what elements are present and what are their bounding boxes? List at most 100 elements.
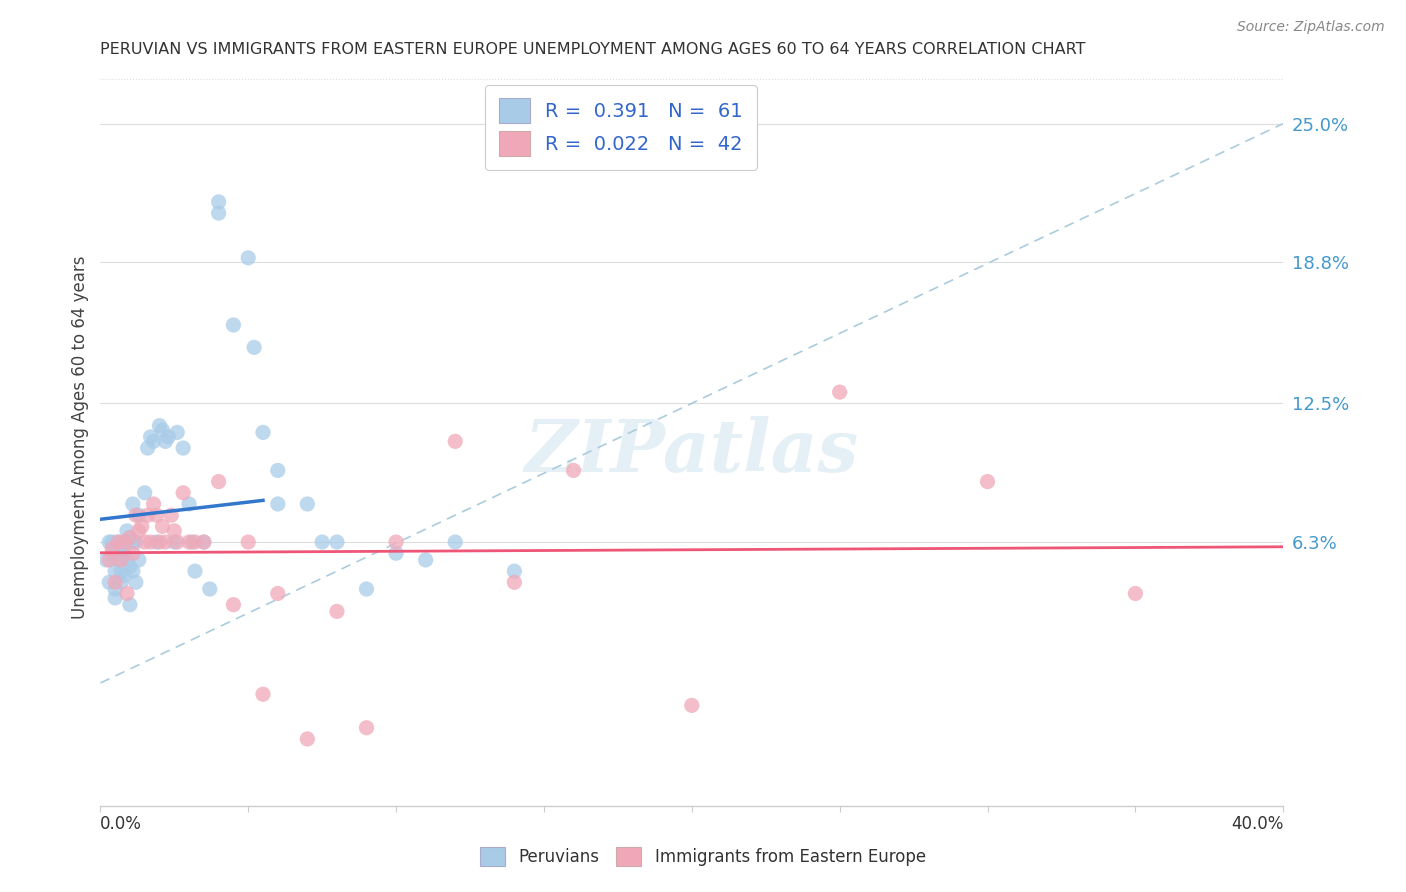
Point (101, 541, 124, 556)
Point (98, 553, 121, 567)
Point (142, 497, 165, 511)
Point (115, 586, 138, 600)
Point (104, 582, 127, 596)
Point (297, 731, 319, 746)
Point (198, 582, 221, 596)
Point (681, 698, 703, 713)
Point (98, 535, 121, 549)
Point (222, 598, 245, 612)
Point (118, 531, 141, 545)
Point (326, 535, 349, 549)
Point (107, 553, 129, 567)
Text: ZIPatlas: ZIPatlas (524, 417, 859, 487)
Point (122, 546, 145, 560)
Point (122, 497, 145, 511)
Point (104, 575, 127, 590)
Point (148, 418, 170, 433)
Point (503, 575, 526, 590)
Point (562, 463, 585, 477)
Point (181, 535, 204, 549)
Point (115, 553, 138, 567)
Point (238, 535, 260, 549)
Y-axis label: Unemployment Among Ages 60 to 64 years: Unemployment Among Ages 60 to 64 years (72, 255, 89, 619)
Text: Source: ZipAtlas.com: Source: ZipAtlas.com (1237, 20, 1385, 34)
Point (177, 497, 200, 511)
Point (193, 535, 215, 549)
Point (112, 535, 135, 549)
Point (142, 434, 165, 449)
Point (208, 206, 231, 220)
Point (128, 508, 150, 523)
Point (252, 687, 274, 701)
Point (415, 553, 437, 567)
Point (101, 546, 124, 560)
Point (267, 497, 290, 511)
Point (96, 553, 118, 567)
Point (222, 318, 245, 332)
Point (267, 463, 290, 477)
Point (356, 582, 378, 596)
Point (125, 508, 148, 523)
Point (172, 441, 194, 455)
Text: 0.0%: 0.0% (100, 815, 142, 833)
Point (311, 535, 333, 549)
Point (139, 535, 162, 549)
Point (976, 475, 998, 489)
Point (112, 546, 135, 560)
Point (444, 434, 467, 449)
Point (166, 425, 188, 440)
Point (107, 535, 129, 549)
Point (101, 535, 124, 549)
Point (356, 721, 378, 735)
Point (110, 553, 132, 567)
Point (385, 546, 408, 560)
Text: 40.0%: 40.0% (1230, 815, 1284, 833)
Point (155, 434, 177, 449)
Text: PERUVIAN VS IMMIGRANTS FROM EASTERN EUROPE UNEMPLOYMENT AMONG AGES 60 TO 64 YEAR: PERUVIAN VS IMMIGRANTS FROM EASTERN EURO… (100, 42, 1085, 57)
Point (145, 535, 167, 549)
Point (238, 251, 260, 265)
Point (166, 535, 188, 549)
Point (110, 564, 132, 578)
Point (1125, 586, 1147, 600)
Point (177, 535, 200, 549)
Point (160, 508, 183, 523)
Point (267, 586, 290, 600)
Legend: R =  0.391   N =  61, R =  0.022   N =  42: R = 0.391 N = 61, R = 0.022 N = 42 (485, 85, 756, 169)
Point (184, 535, 207, 549)
Point (128, 524, 150, 538)
Point (163, 535, 186, 549)
Point (112, 568, 135, 582)
Point (122, 535, 145, 549)
Point (110, 541, 132, 556)
Point (107, 535, 129, 549)
Point (115, 524, 138, 538)
Point (385, 535, 408, 549)
Point (125, 575, 148, 590)
Point (172, 485, 194, 500)
Point (122, 564, 145, 578)
Point (134, 485, 156, 500)
Point (152, 519, 174, 533)
Point (503, 564, 526, 578)
Point (148, 535, 170, 549)
Point (104, 591, 127, 605)
Point (252, 425, 274, 440)
Point (193, 535, 215, 549)
Legend: Peruvians, Immigrants from Eastern Europe: Peruvians, Immigrants from Eastern Europ… (472, 838, 934, 875)
Point (243, 340, 266, 354)
Point (139, 430, 162, 444)
Point (152, 423, 174, 437)
Point (118, 531, 141, 545)
Point (136, 441, 159, 455)
Point (155, 535, 177, 549)
Point (136, 508, 159, 523)
Point (125, 535, 148, 549)
Point (118, 598, 141, 612)
Point (110, 575, 132, 590)
Point (118, 559, 141, 574)
Point (134, 535, 156, 549)
Point (444, 535, 467, 549)
Point (128, 553, 150, 567)
Point (104, 564, 127, 578)
